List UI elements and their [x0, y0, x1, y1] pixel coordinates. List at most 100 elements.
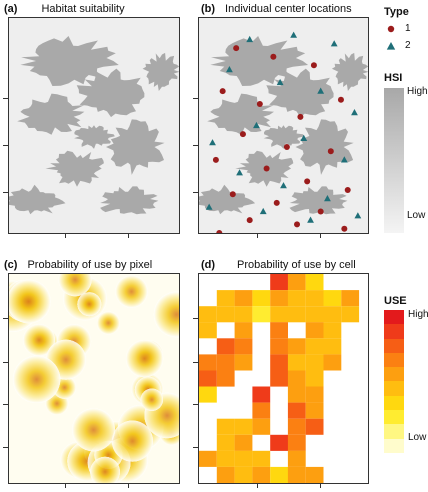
center-point-type-1 [246, 217, 253, 224]
use-cell [305, 290, 324, 307]
panel-d-cell-grid [199, 274, 360, 483]
use-legend-low: Low [408, 432, 427, 443]
center-point-type-1 [310, 62, 317, 69]
center-point-type-1 [283, 144, 290, 150]
center-point-type-1 [341, 225, 348, 232]
habitat-patch [289, 186, 348, 215]
use-cell [287, 402, 306, 419]
center-point-type-1 [239, 131, 246, 138]
axis-tick [3, 318, 8, 319]
use-cell [305, 306, 324, 323]
probability-blob [140, 388, 164, 412]
center-point-type-2 [300, 134, 308, 141]
habitat-patch [45, 150, 104, 187]
habitat-patch [207, 93, 274, 135]
center-point-type-2 [246, 35, 254, 43]
use-colorbar-step [384, 338, 404, 353]
center-point-type-2 [324, 195, 331, 202]
hsi-legend-high: High [407, 86, 428, 97]
center-point-type-2 [330, 40, 338, 47]
panel-c-title-text: Probability of use by pixel [27, 259, 153, 271]
use-cell [287, 466, 306, 483]
use-cell [270, 466, 288, 483]
center-point-type-1 [273, 199, 280, 206]
use-cell [305, 466, 324, 483]
axis-tick [3, 404, 8, 405]
use-colorbar-step [384, 352, 404, 368]
use-cell [341, 290, 360, 307]
use-cell [199, 386, 217, 403]
use-cell [199, 354, 217, 371]
hsi-colorbar [384, 88, 404, 233]
center-point-type-2 [354, 212, 362, 219]
panel-a-habitat-map [9, 36, 179, 215]
panel-c-probability-map [9, 274, 179, 483]
use-cell [305, 322, 324, 339]
panel-b-locations-map [199, 31, 368, 233]
habitat-patch [20, 36, 119, 86]
use-cell [216, 370, 235, 387]
use-cell [305, 354, 324, 371]
center-point-type-2 [259, 207, 267, 215]
use-cell [252, 306, 271, 323]
probability-blob [115, 275, 148, 308]
center-point-type-2 [307, 216, 314, 223]
center-point-type-2 [253, 121, 260, 129]
axis-tick [193, 318, 198, 319]
use-cell [216, 466, 235, 483]
use-cell [323, 306, 342, 323]
use-cell [305, 370, 324, 387]
axis-tick [3, 362, 8, 363]
hsi-legend-low: Low [407, 210, 426, 221]
use-cell [252, 402, 271, 419]
use-cell [234, 354, 253, 371]
use-cell [270, 322, 288, 339]
use-cell [199, 370, 217, 387]
axis-tick [128, 484, 129, 488]
axis-tick [128, 234, 129, 238]
use-cell [216, 434, 235, 451]
use-cell [287, 370, 306, 387]
center-point-type-1 [344, 187, 351, 193]
probability-blob [9, 279, 51, 324]
habitat-patch [76, 68, 145, 118]
use-cell [287, 274, 306, 291]
center-point-type-2 [276, 78, 284, 86]
hsi-legend-title: HSI [384, 72, 403, 84]
center-point-type-2 [280, 182, 287, 189]
axis-tick [3, 447, 8, 448]
use-cell [216, 338, 235, 355]
use-cell [323, 322, 342, 339]
panel-b-title-text: Individual center locations [225, 3, 352, 15]
probability-blob [77, 292, 102, 317]
use-colorbar-step [384, 310, 404, 325]
use-cell [287, 450, 306, 467]
axis-tick [193, 362, 198, 363]
use-cell [341, 306, 360, 323]
probability-blob [71, 408, 116, 452]
type-legend-circle-icon [387, 25, 395, 33]
use-cell [252, 386, 271, 403]
center-point-type-2 [209, 139, 216, 146]
use-cell [252, 418, 271, 435]
use-cell [323, 290, 342, 307]
habitat-patch [142, 52, 179, 91]
habitat-patch [17, 93, 85, 135]
use-colorbar-step [384, 324, 404, 339]
axis-tick [65, 234, 66, 238]
use-cell [252, 450, 271, 467]
center-point-type-2 [351, 109, 358, 116]
center-point-type-1 [219, 88, 226, 95]
axis-tick [65, 484, 66, 488]
center-point-type-1 [216, 230, 223, 233]
axis-tick [3, 192, 8, 193]
type-legend-label-2: 2 [405, 40, 411, 51]
use-cell [270, 354, 288, 371]
use-cell [287, 386, 306, 403]
center-point-type-2 [317, 87, 325, 94]
use-colorbar-step [384, 438, 404, 453]
use-colorbar-step [384, 367, 404, 382]
panel-a-title: (a) Habitat suitability [4, 3, 125, 15]
use-cell [216, 450, 235, 467]
use-cell [216, 290, 235, 307]
